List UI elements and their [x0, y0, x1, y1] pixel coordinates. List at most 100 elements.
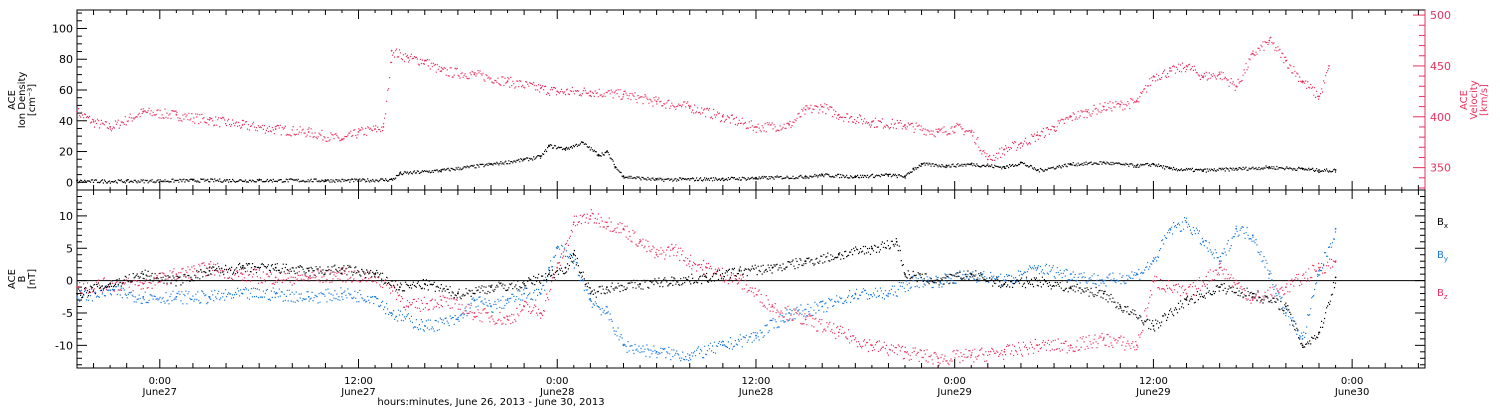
bx-series-point-15	[548, 273, 550, 275]
by-series-point-29	[821, 305, 824, 308]
velocity-label-line: Velocity	[1469, 80, 1480, 119]
by-series-point-28	[788, 312, 790, 314]
density-tick-label: 100	[52, 22, 73, 35]
velocity-series-point-18	[506, 80, 509, 83]
x-tick-day: June28	[738, 387, 774, 398]
velocity-series-point-44	[1119, 103, 1122, 106]
by-series-point-3	[175, 295, 178, 298]
x-tick-time: 12:00	[1139, 376, 1168, 387]
bx-series-point-1	[109, 283, 111, 285]
bx-series-point-41	[1285, 305, 1287, 308]
field-tick-label: 5	[66, 242, 73, 255]
bx-series-point-39	[1218, 286, 1221, 288]
by-series-point-19	[556, 247, 559, 250]
velocity-series-point-21	[589, 90, 592, 93]
legend-subscript: z	[1444, 293, 1448, 301]
bz-series-point-27	[738, 279, 741, 282]
field-tick-label: -5	[62, 307, 73, 320]
bz-series-point-17	[556, 266, 559, 269]
velocity-series-point-57	[1328, 65, 1330, 67]
by-series-point-31	[887, 292, 890, 295]
by-series-point-49	[1301, 338, 1304, 340]
velocity-series-point-30	[837, 113, 840, 116]
velocity-series-point-16	[440, 70, 443, 72]
bz-series-point-14	[506, 318, 509, 321]
field-tick-label: 10	[59, 210, 73, 223]
by-series-point-27	[755, 334, 757, 337]
velocity-series-point-50	[1218, 73, 1221, 75]
bx-series-point-33	[1036, 279, 1039, 282]
bz-series-point-29	[804, 318, 807, 321]
density-series-point-43	[1318, 169, 1320, 171]
velocity-series-point-19	[539, 87, 542, 90]
bx-series-point-40	[1251, 292, 1254, 295]
bz-series-point-21	[622, 227, 625, 230]
velocity-series-point-6	[241, 124, 244, 126]
density-series-point-29	[945, 164, 948, 167]
velocity-series-point-0	[76, 110, 78, 113]
bottom-panel: -10 -5 0 5 10	[55, 195, 1425, 366]
bz-series-point-30	[837, 331, 840, 334]
density-series-points	[77, 141, 1337, 184]
velocity-tick-label: 450	[1430, 60, 1451, 73]
velocity-series-point-54	[1285, 59, 1287, 62]
by-series-point-51	[1334, 227, 1337, 230]
by-series-point-0	[76, 295, 78, 298]
bx-series-point-6	[274, 266, 277, 269]
by-series-point-46	[1251, 234, 1254, 237]
velocity-series-point-15	[423, 59, 426, 62]
by-series-point-38	[1102, 279, 1105, 282]
by-series-point-35	[1003, 279, 1006, 282]
velocity-series-point-12	[382, 126, 385, 128]
density-series-point-35	[1102, 161, 1105, 164]
bz-series-point-5	[241, 273, 244, 275]
velocity-label-line: [km/s]	[1479, 84, 1490, 116]
velocity-series-point-28	[804, 108, 807, 111]
legend-subscript: y	[1444, 255, 1448, 263]
by-series-point-15	[506, 299, 509, 301]
bx-series-point-32	[1003, 283, 1006, 285]
bz-series-point-28	[771, 305, 774, 308]
x-tick-day: June29	[1135, 387, 1171, 398]
density-series-point-30	[970, 162, 973, 165]
bx-series-point-8	[341, 268, 343, 270]
density-tick-label: 40	[59, 115, 73, 128]
velocity-series-point-26	[755, 126, 757, 128]
by-series-point-22	[606, 312, 608, 314]
velocity-series-point-11	[374, 128, 376, 130]
by-series-point-1	[109, 289, 111, 292]
bx-series-point-30	[937, 279, 939, 282]
by-series-point-36	[1036, 266, 1039, 269]
density-series-point-26	[904, 175, 906, 178]
velocity-series-point-49	[1202, 75, 1204, 77]
velocity-series-point-56	[1318, 95, 1320, 98]
by-series-point-11	[423, 325, 426, 327]
velocity-series-point-2	[109, 126, 111, 128]
density-series-point-38	[1169, 167, 1171, 170]
velocity-series	[76, 36, 1330, 165]
density-series-point-27	[912, 167, 915, 170]
velocity-series-point-51	[1235, 85, 1238, 88]
by-series-point-16	[523, 292, 525, 295]
bx-series-point-23	[738, 270, 741, 272]
bz-series-point-11	[407, 305, 410, 308]
bx-series-point-5	[241, 266, 244, 269]
bx-series-point-3	[175, 279, 178, 282]
by-series-point-5	[241, 292, 244, 295]
field-label-line: [nT]	[27, 269, 38, 289]
velocity-series-point-42	[1086, 110, 1089, 113]
by-series-point-8	[341, 292, 343, 295]
field-tick-label: 0	[66, 275, 73, 288]
bz-series-point-45	[1318, 266, 1320, 269]
density-series-point-32	[1020, 161, 1022, 164]
velocity-series-point-36	[986, 158, 989, 161]
density-series-point-25	[887, 173, 890, 176]
density-series-point-0	[76, 179, 78, 182]
x-tick-day: June30	[1334, 387, 1370, 398]
bx-series-point-7	[307, 270, 310, 272]
density-series-point-37	[1152, 162, 1155, 165]
by-series-point-48	[1285, 312, 1287, 314]
bx-series-point-13	[490, 286, 492, 288]
bx-series-point-16	[564, 266, 567, 269]
bx-series-point-0	[76, 292, 78, 295]
